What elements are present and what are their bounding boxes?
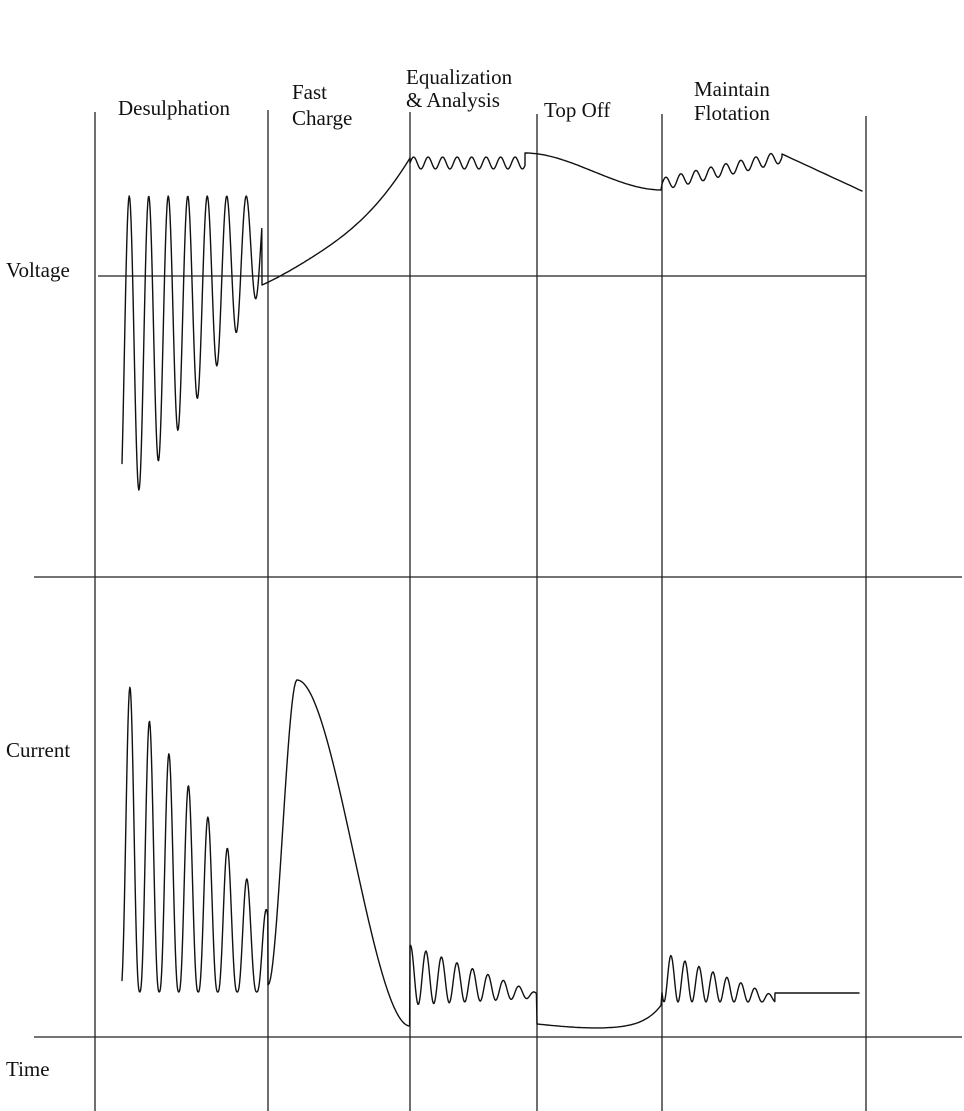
phase-label-fast-charge: Fast Charge: [292, 80, 352, 130]
phase-label-equalization-analysis: Equalization & Analysis: [406, 65, 517, 112]
phase-label-maintain-flotation: Maintain Flotation: [694, 77, 775, 125]
phase-label-desulphation: Desulphation: [118, 96, 230, 120]
axis-label-voltage: Voltage: [6, 258, 70, 282]
phase-label-top-off: Top Off: [544, 98, 610, 122]
axis-label-time: Time: [6, 1057, 50, 1081]
current-waveform: [121, 679, 860, 1029]
voltage-waveform: [121, 152, 863, 491]
axis-label-current: Current: [6, 738, 70, 762]
